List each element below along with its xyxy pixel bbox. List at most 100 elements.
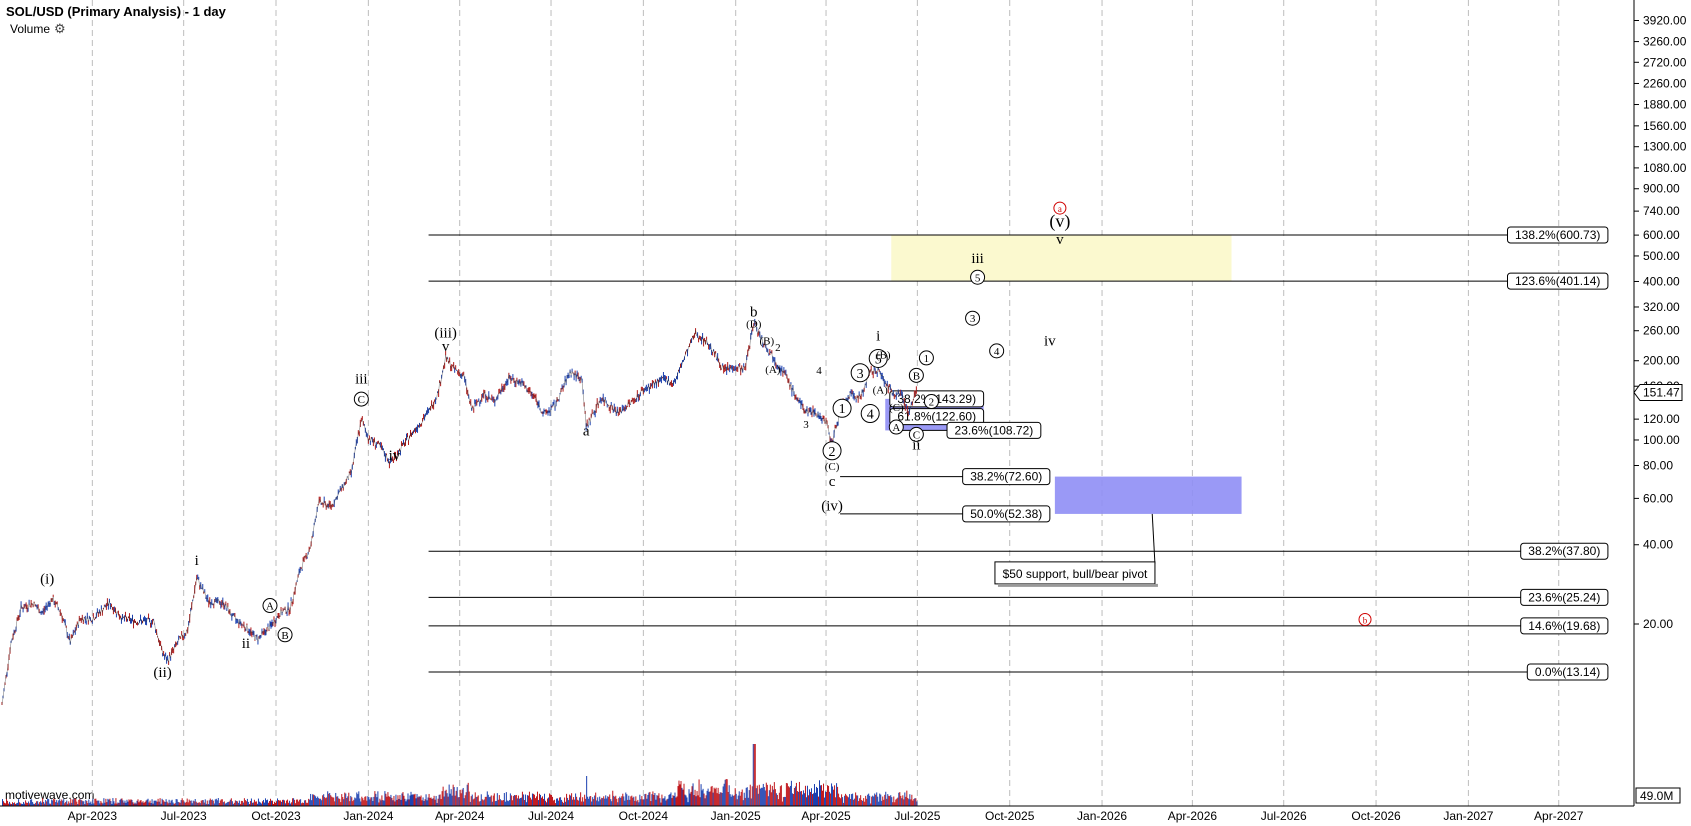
y-tick-label: 500.00: [1643, 249, 1680, 263]
volume-bar: [786, 783, 788, 806]
volume-bar: [156, 801, 158, 806]
gear-icon[interactable]: ⚙: [54, 21, 66, 36]
volume-bar: [354, 797, 356, 806]
volume-bar: [607, 796, 609, 806]
volume-bar: [192, 800, 194, 806]
volume-bar: [46, 801, 48, 806]
volume-bar: [592, 797, 594, 806]
fib-label-box: [1520, 542, 1609, 560]
volume-bar: [330, 795, 332, 806]
volume-bar: [339, 798, 341, 806]
volume-bar: [246, 798, 248, 806]
wave-label: b: [750, 304, 758, 320]
price-line: [1, 321, 917, 705]
volume-bar: [828, 785, 830, 806]
volume-bar: [483, 799, 485, 806]
volume-bar: [43, 801, 45, 806]
volume-bar: [627, 799, 629, 806]
wave-label: 1: [924, 353, 930, 365]
last-price-label: 151.47: [1643, 386, 1680, 400]
volume-bar: [538, 793, 540, 806]
volume-bar: [594, 795, 596, 806]
volume-bar: [490, 795, 492, 806]
volume-bar: [391, 797, 393, 806]
volume-bar: [519, 798, 521, 806]
volume-bar: [115, 798, 117, 806]
volume-bar: [158, 801, 160, 806]
y-tick-label: 600.00: [1643, 228, 1680, 242]
volume-bar: [240, 800, 242, 806]
volume-bar: [12, 802, 14, 806]
volume-bar: [706, 790, 708, 806]
volume-bar: [111, 803, 113, 806]
volume-bar: [406, 799, 408, 806]
volume-bar: [133, 803, 135, 806]
volume-bar: [674, 792, 676, 806]
y-tick-label: 1560.00: [1643, 119, 1687, 133]
volume-bar: [55, 802, 57, 806]
volume-bar: [388, 796, 390, 806]
volume-bar: [264, 798, 266, 806]
volume-bar: [717, 787, 719, 806]
volume-bar: [191, 803, 193, 806]
volume-bar: [567, 797, 569, 806]
volume-bar: [906, 790, 908, 806]
volume-bar: [49, 803, 51, 806]
volume-bar: [530, 799, 532, 806]
volume-bar: [819, 780, 821, 806]
volume-bar: [638, 802, 640, 806]
volume-bar: [21, 803, 23, 806]
volume-bar: [407, 793, 409, 806]
volume-bars: [2, 744, 918, 806]
volume-bar: [584, 794, 586, 806]
volume-bar: [252, 802, 254, 806]
volume-bar: [791, 793, 793, 806]
volume-bar: [885, 791, 887, 806]
volume-bar: [672, 795, 674, 806]
volume-bar: [366, 800, 368, 806]
volume-bar: [806, 785, 808, 806]
volume-bar: [697, 795, 699, 806]
volume-bar: [308, 798, 310, 806]
volume-bar: [677, 786, 679, 806]
wave-label: i: [195, 553, 199, 569]
volume-bar: [411, 794, 413, 806]
wave-label-circle: [868, 348, 888, 368]
volume-bar: [100, 801, 102, 806]
volume-bar: [120, 798, 122, 806]
volume-bar: [183, 801, 185, 806]
wave-label: (iii): [434, 326, 457, 342]
volume-bar: [521, 791, 523, 806]
volume-bar: [382, 800, 384, 806]
volume-bar: [386, 796, 388, 806]
volume-bar: [729, 794, 731, 806]
volume-bar: [662, 798, 664, 806]
volume-bar: [637, 799, 639, 806]
volume-bar: [888, 795, 890, 806]
volume-bar: [708, 791, 710, 806]
wave-label: 5: [875, 352, 882, 367]
volume-bar: [15, 803, 17, 806]
volume-bar: [444, 790, 446, 806]
fib-label: 50.0%(52.38): [970, 507, 1042, 521]
volume-bar: [558, 800, 560, 806]
volume-bar: [900, 795, 902, 806]
volume-bar: [326, 797, 328, 806]
volume-bar: [578, 800, 580, 806]
volume-bar: [723, 783, 725, 806]
volume-bar: [34, 803, 36, 806]
volume-bar: [33, 803, 35, 806]
volume-bar: [852, 793, 854, 806]
volume-bar: [189, 800, 191, 806]
volume-bar: [609, 794, 611, 806]
volume-bar: [815, 786, 817, 806]
volume-bar: [4, 802, 6, 806]
volume-bar: [506, 800, 508, 806]
y-tick-label: 2720.00: [1643, 55, 1687, 69]
volume-bar: [226, 802, 228, 806]
fib-label: 61.8%(122.60): [897, 410, 976, 424]
volume-bar: [29, 803, 31, 806]
volume-bar: [645, 793, 647, 806]
volume-bar: [904, 792, 906, 806]
